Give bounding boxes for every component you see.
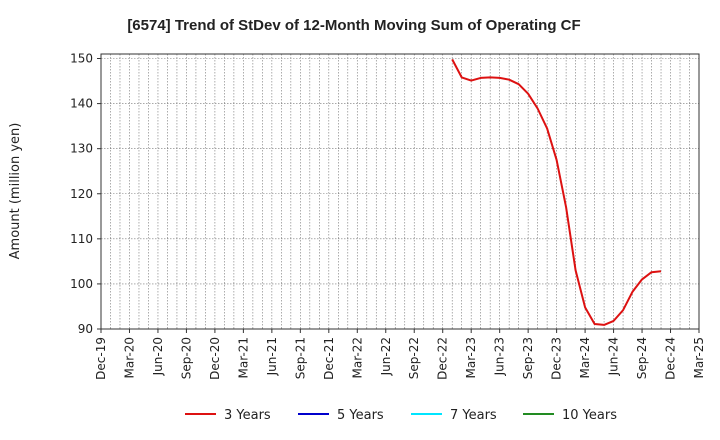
x-tick-label: Mar-25 (692, 337, 706, 378)
x-tick-label: Dec-23 (550, 337, 564, 380)
x-tick-label: Sep-22 (407, 337, 421, 379)
x-tick-label: Dec-22 (436, 337, 450, 380)
y-tick-label: 90 (78, 322, 93, 336)
x-tick-label: Dec-21 (322, 337, 336, 380)
series-lines (451, 58, 662, 326)
x-tick-label: Mar-24 (578, 337, 592, 378)
x-tick-label: Mar-21 (236, 337, 250, 378)
x-tick-label: Jun-23 (493, 337, 507, 376)
x-tick-label: Jun-21 (265, 337, 279, 376)
x-tick-label: Dec-19 (94, 337, 108, 380)
y-tick-label: 100 (70, 277, 93, 291)
y-tick-label: 150 (70, 52, 93, 66)
grid (101, 54, 699, 330)
y-axis-ticks: 90 100 110 120 130 140 150 (70, 52, 101, 336)
x-tick-label: Jun-22 (379, 337, 393, 376)
y-tick-label: 120 (70, 187, 93, 201)
x-tick-label: Sep-20 (179, 337, 193, 379)
y-tick-label: 130 (70, 142, 93, 156)
x-tick-label: Sep-23 (521, 337, 535, 379)
x-tick-label: Mar-23 (464, 337, 478, 378)
series-line (451, 58, 662, 326)
x-tick-label: Dec-24 (664, 337, 678, 380)
legend: 3 Years 5 Years 7 Years 10 Years (185, 408, 617, 423)
x-tick-label: Sep-21 (293, 337, 307, 379)
legend-label: 10 Years (562, 408, 617, 423)
x-tick-label: Sep-24 (635, 337, 649, 379)
y-tick-label: 110 (70, 232, 93, 246)
x-axis-ticks: Dec-19 Mar-20 Jun-20 Sep-20 Dec-20 Mar-21 Jun-… (94, 329, 706, 380)
legend-label: 7 Years (450, 408, 497, 423)
x-tick-label: Mar-20 (122, 337, 136, 378)
x-tick-label: Jun-20 (151, 337, 165, 376)
legend-label: 5 Years (337, 408, 384, 423)
y-tick-label: 140 (70, 97, 93, 111)
plot-frame (100, 53, 700, 330)
x-tick-label: Dec-20 (208, 337, 222, 380)
chart-title: [6574] Trend of StDev of 12-Month Moving… (127, 17, 580, 34)
y-axis-label: Amount (million yen) (8, 123, 23, 260)
x-tick-label: Jun-24 (607, 337, 621, 376)
legend-label: 3 Years (224, 408, 271, 423)
x-tick-label: Mar-22 (350, 337, 364, 378)
